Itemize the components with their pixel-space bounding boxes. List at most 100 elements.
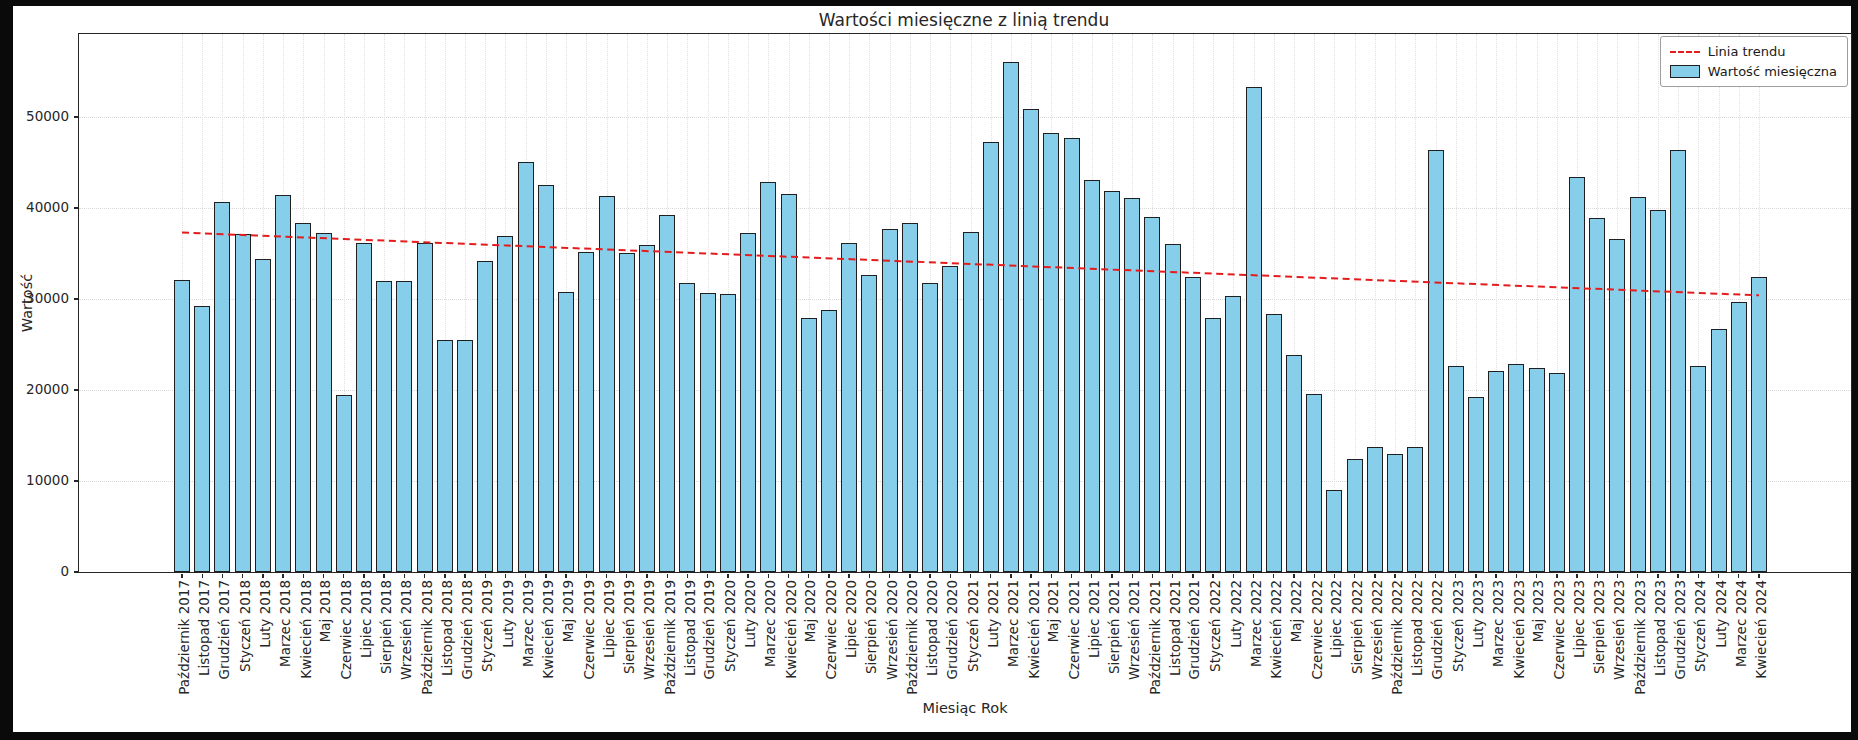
x-tick-mark bbox=[929, 574, 930, 578]
x-tick-label: Wrzesień 2021 bbox=[1126, 580, 1142, 680]
x-tick-label: Styczeń 2018 bbox=[237, 580, 253, 672]
x-tick-label: Sierpień 2023 bbox=[1591, 580, 1607, 674]
x-tick-label: Kwiecień 2024 bbox=[1753, 580, 1769, 679]
x-tick-mark bbox=[1132, 574, 1133, 578]
x-tick-label: Październik 2023 bbox=[1632, 580, 1648, 695]
x-tick-label: Styczeń 2024 bbox=[1692, 580, 1708, 672]
x-tick-label: Październik 2022 bbox=[1389, 580, 1405, 695]
x-tick-mark bbox=[505, 574, 506, 578]
x-tick-label: Luty 2019 bbox=[499, 580, 515, 648]
x-tick-mark bbox=[828, 574, 829, 578]
y-tick-label: 50000 bbox=[3, 108, 69, 124]
legend-item-trend: Linia trendu bbox=[1670, 44, 1837, 59]
x-tick-label: Luty 2022 bbox=[1227, 580, 1243, 648]
x-tick-mark bbox=[586, 574, 587, 578]
x-tick-label: Kwiecień 2018 bbox=[297, 580, 313, 679]
x-tick-mark bbox=[869, 574, 870, 578]
x-tick-mark bbox=[727, 574, 728, 578]
x-tick-label: Październik 2018 bbox=[419, 580, 435, 695]
x-tick-mark bbox=[1435, 574, 1436, 578]
x-tick-label: Lipiec 2020 bbox=[843, 580, 859, 658]
x-tick-mark bbox=[424, 574, 425, 578]
x-tick-mark bbox=[202, 574, 203, 578]
x-tick-mark bbox=[1030, 574, 1031, 578]
x-tick-mark bbox=[242, 574, 243, 578]
x-tick-mark bbox=[1192, 574, 1193, 578]
x-tick-label: Listopad 2022 bbox=[1409, 580, 1425, 676]
x-tick-label: Czerwiec 2021 bbox=[1066, 580, 1082, 680]
x-tick-mark bbox=[1738, 574, 1739, 578]
x-tick-label: Lipiec 2022 bbox=[1328, 580, 1344, 658]
x-tick-label: Lipiec 2019 bbox=[601, 580, 617, 658]
x-tick-mark bbox=[1374, 574, 1375, 578]
x-tick-mark bbox=[606, 574, 607, 578]
x-tick-label: Marzec 2020 bbox=[762, 580, 778, 667]
x-tick-mark bbox=[1576, 574, 1577, 578]
x-tick-mark bbox=[808, 574, 809, 578]
trend-line-icon bbox=[1670, 51, 1700, 53]
x-tick-mark bbox=[950, 574, 951, 578]
x-tick-mark bbox=[747, 574, 748, 578]
x-tick-label: Styczeń 2022 bbox=[1207, 580, 1223, 672]
x-tick-mark bbox=[646, 574, 647, 578]
x-tick-mark bbox=[404, 574, 405, 578]
x-tick-label: Kwiecień 2022 bbox=[1268, 580, 1284, 679]
x-tick-mark bbox=[464, 574, 465, 578]
x-tick-mark bbox=[1334, 574, 1335, 578]
legend-label-bars: Wartość miesięczna bbox=[1708, 64, 1837, 79]
x-tick-label: Maj 2018 bbox=[318, 580, 334, 642]
x-tick-label: Kwiecień 2020 bbox=[783, 580, 799, 679]
trend-line-svg bbox=[79, 34, 1851, 572]
x-tick-label: Lipiec 2018 bbox=[358, 580, 374, 658]
x-tick-label: Listopad 2020 bbox=[924, 580, 940, 676]
x-tick-label: Czerwiec 2019 bbox=[580, 580, 596, 680]
x-tick-mark bbox=[1293, 574, 1294, 578]
x-tick-mark bbox=[1758, 574, 1759, 578]
x-tick-label: Sierpień 2021 bbox=[1106, 580, 1122, 674]
y-tick-mark bbox=[74, 389, 78, 390]
x-tick-mark bbox=[1071, 574, 1072, 578]
x-tick-mark bbox=[323, 574, 324, 578]
x-tick-label: Listopad 2021 bbox=[1167, 580, 1183, 676]
x-tick-label: Marzec 2022 bbox=[1248, 580, 1264, 667]
x-tick-label: Listopad 2023 bbox=[1652, 580, 1668, 676]
x-tick-mark bbox=[1657, 574, 1658, 578]
x-tick-mark bbox=[1010, 574, 1011, 578]
x-tick-mark bbox=[788, 574, 789, 578]
x-tick-mark bbox=[262, 574, 263, 578]
x-tick-label: Listopad 2018 bbox=[439, 580, 455, 676]
legend-item-bars: Wartość miesięczna bbox=[1670, 64, 1837, 79]
x-tick-mark bbox=[1354, 574, 1355, 578]
x-tick-mark bbox=[687, 574, 688, 578]
x-tick-label: Maj 2019 bbox=[560, 580, 576, 642]
x-tick-label: Grudzień 2023 bbox=[1672, 580, 1688, 679]
x-tick-mark bbox=[181, 574, 182, 578]
plot-area: Wartość 01000020000300004000050000Paździ… bbox=[78, 33, 1852, 573]
x-tick-mark bbox=[1516, 574, 1517, 578]
x-tick-mark bbox=[545, 574, 546, 578]
x-tick-label: Kwiecień 2019 bbox=[540, 580, 556, 679]
x-tick-label: Sierpień 2019 bbox=[621, 580, 637, 674]
x-tick-label: Marzec 2024 bbox=[1733, 580, 1749, 667]
x-tick-label: Kwiecień 2023 bbox=[1510, 580, 1526, 679]
legend-label-trend: Linia trendu bbox=[1708, 44, 1786, 59]
x-tick-label: Wrzesień 2022 bbox=[1369, 580, 1385, 680]
y-tick-mark bbox=[74, 207, 78, 208]
y-tick-label: 40000 bbox=[3, 199, 69, 215]
x-tick-mark bbox=[303, 574, 304, 578]
x-tick-mark bbox=[1597, 574, 1598, 578]
x-tick-label: Luty 2021 bbox=[985, 580, 1001, 648]
x-tick-mark bbox=[1051, 574, 1052, 578]
x-tick-mark bbox=[1718, 574, 1719, 578]
x-tick-label: Sierpień 2020 bbox=[863, 580, 879, 674]
x-tick-label: Sierpień 2018 bbox=[378, 580, 394, 674]
x-tick-label: Wrzesień 2019 bbox=[641, 580, 657, 680]
x-tick-label: Wrzesień 2023 bbox=[1611, 580, 1627, 680]
x-tick-mark bbox=[383, 574, 384, 578]
x-tick-label: Luty 2020 bbox=[742, 580, 758, 648]
x-tick-label: Wrzesień 2018 bbox=[398, 580, 414, 680]
x-tick-mark bbox=[1091, 574, 1092, 578]
x-tick-mark bbox=[1172, 574, 1173, 578]
x-tick-label: Luty 2018 bbox=[257, 580, 273, 648]
x-tick-label: Luty 2023 bbox=[1470, 580, 1486, 648]
